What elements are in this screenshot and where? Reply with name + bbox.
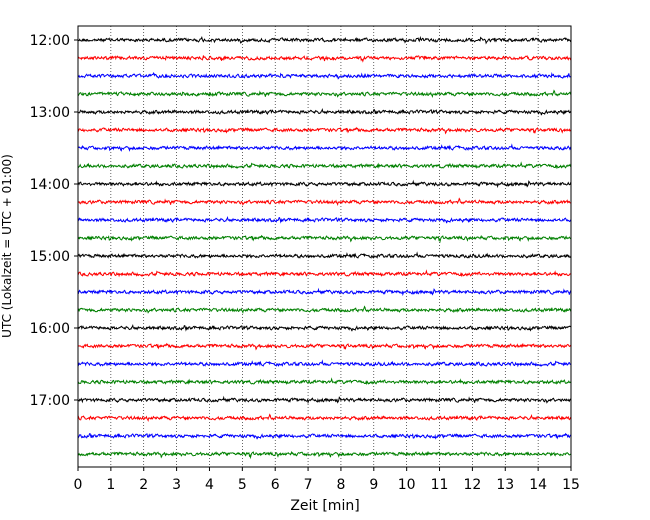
trace-row-7 <box>77 161 572 170</box>
trace-row-19 <box>77 377 572 386</box>
y-tick-label: 14:00 <box>30 177 70 193</box>
trace-row-12 <box>77 251 572 259</box>
trace-row-20 <box>77 395 572 405</box>
x-tick-label: 15 <box>562 477 580 493</box>
x-tick-label: 14 <box>529 477 547 493</box>
x-tick-label: 6 <box>271 477 280 493</box>
trace-row-9 <box>77 197 572 207</box>
trace-row-0 <box>77 35 572 45</box>
x-tick-label: 5 <box>238 477 247 493</box>
x-tick-label: 9 <box>369 477 378 493</box>
x-tick-label: 13 <box>496 477 514 493</box>
trace-row-14 <box>77 287 572 297</box>
trace-row-13 <box>77 269 572 278</box>
trace-row-21 <box>77 413 572 423</box>
trace-row-22 <box>77 432 572 440</box>
trace-row-3 <box>77 89 572 98</box>
trace-row-18 <box>77 359 572 368</box>
trace-row-10 <box>77 215 572 224</box>
trace-row-23 <box>77 450 572 460</box>
x-tick-label: 1 <box>106 477 115 493</box>
x-tick-label: 10 <box>398 477 416 493</box>
x-tick-label: 3 <box>172 477 181 493</box>
y-tick-label: 17:00 <box>30 393 70 409</box>
trace-row-17 <box>77 342 572 351</box>
x-tick-label: 11 <box>431 477 449 493</box>
x-tick-label: 8 <box>336 477 345 493</box>
y-tick-label: 13:00 <box>30 105 70 121</box>
y-axis-ticks: 12:00 13:00 14:00 15:00 16:00 17:00 <box>30 33 78 409</box>
plot-frame <box>77 25 572 468</box>
x-axis-label: Zeit [min] <box>290 498 359 514</box>
trace-row-4 <box>77 108 572 116</box>
x-tick-label: 2 <box>139 477 148 493</box>
trace-row-11 <box>77 234 572 244</box>
x-tick-label: 0 <box>74 477 83 493</box>
trace-row-16 <box>77 324 572 332</box>
y-tick-label: 15:00 <box>30 249 70 265</box>
y-tick-label: 12:00 <box>30 33 70 49</box>
trace-row-15 <box>77 305 572 314</box>
seismic-traces <box>77 35 572 460</box>
trace-row-1 <box>77 55 572 63</box>
x-tick-label: 7 <box>304 477 313 493</box>
x-tick-label: 4 <box>205 477 214 493</box>
y-axis-label: UTC (Lokalzeit = UTC + 01:00) <box>0 154 14 338</box>
x-axis-ticks: 0 1 2 3 4 5 6 7 8 9 10 11 12 13 14 15 <box>74 467 580 493</box>
trace-row-2 <box>77 71 572 80</box>
x-tick-label: 12 <box>463 477 481 493</box>
trace-row-6 <box>77 143 572 152</box>
y-tick-label: 16:00 <box>30 321 70 337</box>
trace-row-5 <box>77 126 572 135</box>
trace-row-8 <box>77 179 572 189</box>
